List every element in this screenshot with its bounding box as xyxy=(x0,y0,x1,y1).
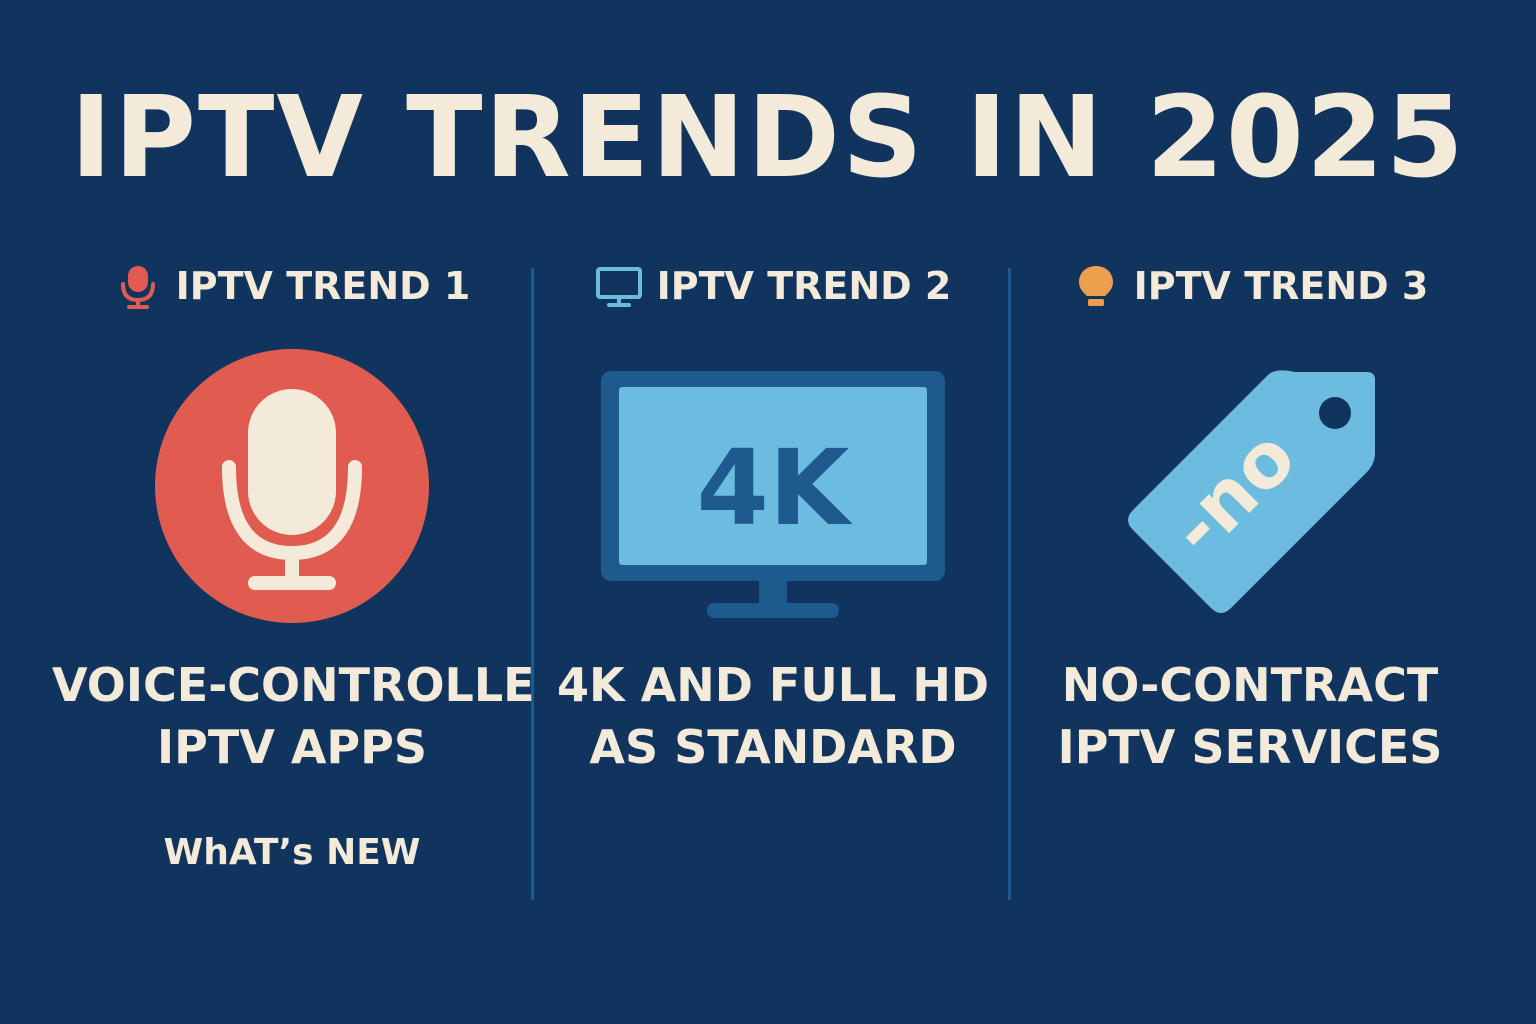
column-divider xyxy=(531,268,534,900)
trend-2-caption: 4K AND FULL HD AS STANDARD xyxy=(536,654,1010,778)
trend-1-caption: VOICE-CONTROLLE IPTV APPS xyxy=(52,654,535,778)
trend-2-heading: IPTV TREND 2 xyxy=(536,256,1010,316)
trend-2-caption-line-2: AS STANDARD xyxy=(589,720,957,774)
trend-1-heading: IPTV TREND 1 xyxy=(52,256,532,316)
trend-1-caption-line-2: IPTV APPS xyxy=(157,720,427,774)
column-divider xyxy=(1008,268,1011,900)
trend-3-column: IPTV TREND 3 -no NO-CONTRACT IPTV SERVIC… xyxy=(1013,0,1487,1024)
microphone-illustration xyxy=(155,349,429,623)
trend-3-heading: IPTV TREND 3 xyxy=(1013,256,1487,316)
trend-2-caption-line-1: 4K AND FULL HD xyxy=(556,658,990,712)
4k-monitor-illustration: 4K xyxy=(601,371,945,618)
whats-new-label: WhAT’s NEW xyxy=(163,832,421,873)
4k-screen-text: 4K xyxy=(697,427,853,549)
trend-3-caption-line-2: IPTV SERVICES xyxy=(1057,720,1443,774)
trend-1-caption-line-1: VOICE-CONTROLLE xyxy=(52,658,535,712)
microphone-icon xyxy=(120,266,155,309)
lightbulb-icon xyxy=(1078,266,1113,306)
monitor-icon xyxy=(595,267,642,307)
price-tag-illustration: -no xyxy=(1128,370,1375,613)
trend-3-caption-line-1: NO-CONTRACT xyxy=(1061,658,1439,712)
trend-2-label: IPTV TREND 2 xyxy=(656,264,952,308)
trend-1-label: IPTV TREND 1 xyxy=(175,264,471,308)
page-title: IPTV TRENDS IN 2025 xyxy=(70,73,1466,203)
trend-2-column: IPTV TREND 2 4K 4K AND FULL HD AS STANDA… xyxy=(536,0,1010,1024)
trend-1-column: IPTV TREND 1 VOICE-CONTROLLE IPTV APPS W… xyxy=(52,0,535,1024)
trend-3-label: IPTV TREND 3 xyxy=(1133,264,1429,308)
trend-3-caption: NO-CONTRACT IPTV SERVICES xyxy=(1013,654,1487,778)
